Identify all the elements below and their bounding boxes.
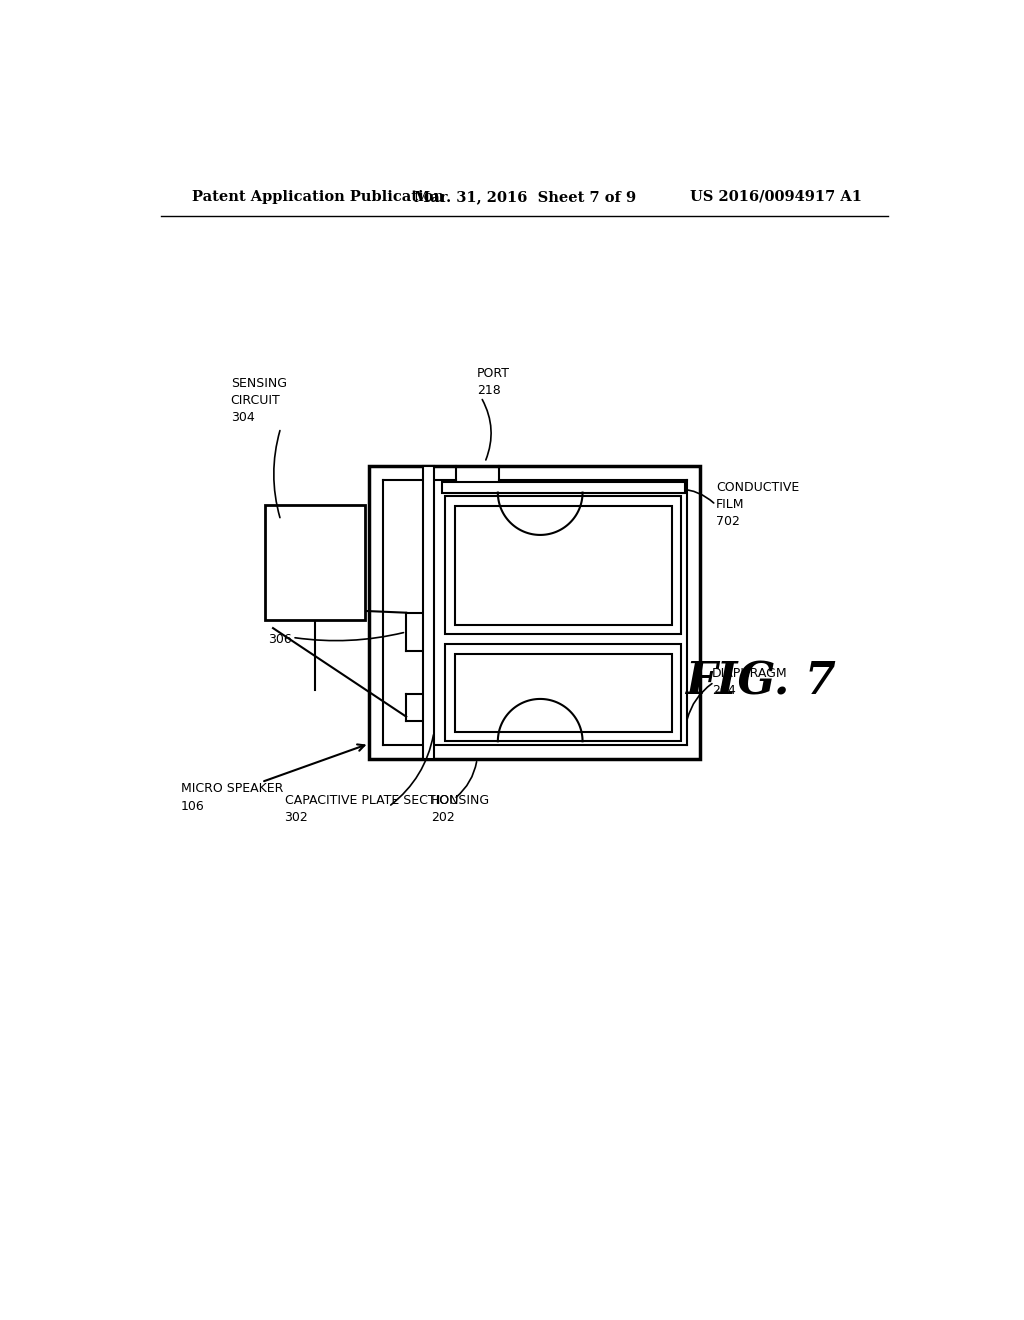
Bar xyxy=(370,466,700,759)
Bar xyxy=(423,466,434,759)
Text: US 2016/0094917 A1: US 2016/0094917 A1 xyxy=(690,190,862,203)
Text: MICRO SPEAKER
106: MICRO SPEAKER 106 xyxy=(180,783,283,813)
Text: CONDUCTIVE
FILM
702: CONDUCTIVE FILM 702 xyxy=(716,482,799,528)
Text: DIAPHRAGM
204: DIAPHRAGM 204 xyxy=(712,667,787,697)
Bar xyxy=(455,653,672,733)
Text: HOUSING
202: HOUSING 202 xyxy=(431,795,490,824)
Text: Mar. 31, 2016  Sheet 7 of 9: Mar. 31, 2016 Sheet 7 of 9 xyxy=(414,190,636,203)
Text: PORT
218: PORT 218 xyxy=(477,367,510,397)
Text: 306: 306 xyxy=(267,634,292,647)
Bar xyxy=(455,506,672,624)
Bar xyxy=(445,496,681,634)
Text: FIG. 7: FIG. 7 xyxy=(685,660,836,704)
Text: SENSING
CIRCUIT
304: SENSING CIRCUIT 304 xyxy=(230,378,287,424)
Text: CAPACITIVE PLATE SECTION
302: CAPACITIVE PLATE SECTION 302 xyxy=(285,795,458,824)
Bar xyxy=(441,482,685,492)
Bar xyxy=(265,506,366,620)
Bar xyxy=(445,644,681,742)
Text: Patent Application Publication: Patent Application Publication xyxy=(193,190,444,203)
